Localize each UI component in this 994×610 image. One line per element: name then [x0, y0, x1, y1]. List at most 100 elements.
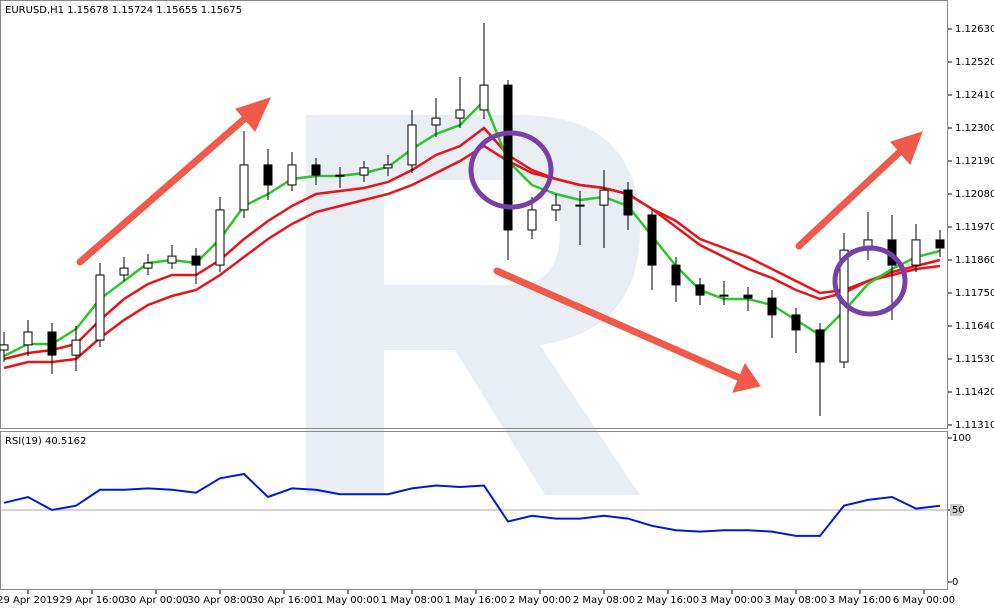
x-tick-label: 2 May 00:00	[509, 595, 571, 606]
arrow-head	[890, 131, 923, 165]
x-tick-label: 2 May 08:00	[573, 595, 635, 606]
candle-body	[479, 84, 489, 111]
candle-body	[0, 344, 9, 351]
candle-body	[239, 164, 249, 211]
x-tick-label: 2 May 16:00	[637, 595, 699, 606]
candle-body	[527, 209, 537, 231]
candle-body	[431, 117, 441, 126]
candle	[239, 131, 249, 218]
y-tick-label: 1.11420	[955, 387, 994, 398]
x-tick-label: 30 Apr 16:00	[251, 595, 316, 606]
candle	[647, 209, 657, 290]
candle	[119, 257, 129, 281]
x-tick-label: 6 May 00:00	[893, 595, 955, 606]
candle	[359, 161, 369, 182]
candle	[383, 155, 393, 176]
candle	[335, 167, 345, 188]
candle-body	[575, 204, 585, 207]
candle-body	[791, 314, 801, 331]
x-tick-label: 29 Apr 2019	[0, 595, 59, 606]
candle	[479, 23, 489, 119]
candle-body	[191, 255, 201, 266]
candle	[47, 323, 57, 374]
candle	[767, 290, 777, 338]
candle-body	[215, 209, 225, 266]
x-tick-label: 1 May 08:00	[381, 595, 443, 606]
candle	[95, 263, 105, 347]
candle-body	[95, 274, 105, 341]
x-tick-label: 30 Apr 08:00	[187, 595, 252, 606]
candle-body	[407, 124, 417, 166]
candle	[911, 224, 921, 272]
trend-arrows	[76, 97, 923, 393]
level-box	[950, 504, 962, 516]
circle	[832, 245, 908, 317]
candle-body	[719, 294, 729, 297]
candle	[143, 254, 153, 275]
candle	[695, 278, 705, 305]
candle-body	[671, 264, 681, 286]
candle-body	[455, 109, 465, 119]
y-tick-label: 1.12190	[955, 156, 994, 167]
x-tick-label: 1 May 00:00	[317, 595, 379, 606]
rsi-panel	[0, 431, 948, 590]
y-tick-label: 1.12630	[955, 24, 994, 35]
y-tick-label: 1.11750	[955, 288, 994, 299]
candle-body	[695, 284, 705, 296]
candle	[407, 110, 417, 173]
candle	[71, 326, 81, 371]
x-tick-label: 3 May 08:00	[765, 595, 827, 606]
candle	[191, 248, 201, 284]
arrow-head	[235, 97, 271, 132]
y-tick-label: 1.12080	[955, 189, 994, 200]
rsi-line	[3, 472, 941, 537]
candle	[815, 323, 825, 416]
moving-average	[3, 98, 941, 358]
chart-title: EURUSD,H1 1.15678 1.15724 1.15655 1.1567…	[5, 5, 242, 16]
candle-body	[743, 294, 753, 299]
candle-body	[119, 267, 129, 276]
candle-body	[359, 167, 369, 176]
y-tick-label: 1.12300	[955, 123, 994, 134]
candle	[671, 257, 681, 302]
candle	[791, 308, 801, 353]
y-tick-label: 0	[952, 577, 958, 588]
candle-body	[623, 189, 633, 216]
y-tick-label: 1.12410	[955, 90, 994, 101]
candle	[455, 77, 465, 128]
candle-body	[311, 164, 321, 176]
candle-body	[335, 174, 345, 177]
x-tick-label: 1 May 16:00	[445, 595, 507, 606]
arrow-down	[493, 267, 744, 382]
candle	[311, 158, 321, 185]
candle	[23, 320, 33, 356]
candle-body	[935, 239, 945, 249]
candle-body	[647, 214, 657, 266]
y-tick-label: 1.11640	[955, 321, 994, 332]
x-tick-label: 3 May 00:00	[701, 595, 763, 606]
highlight-circles	[468, 130, 908, 317]
candle-body	[911, 239, 921, 266]
candle	[575, 191, 585, 245]
candle-body	[767, 297, 777, 316]
candle	[599, 170, 609, 248]
y-tick-label: 100	[952, 433, 971, 444]
main-panel	[0, 0, 948, 429]
candle-body	[551, 204, 561, 211]
candle	[623, 182, 633, 230]
moving-average	[3, 126, 941, 361]
rsi-title: RSI(19) 40.5162	[5, 436, 86, 447]
candle-body	[23, 331, 33, 346]
candle-body	[383, 164, 393, 169]
candle	[263, 149, 273, 200]
arrow-up-1	[76, 110, 254, 266]
y-tick-label: 1.11860	[955, 255, 994, 266]
y-tick-label: 1.12520	[955, 57, 994, 68]
watermark-bowl	[384, 115, 640, 495]
candle	[287, 152, 297, 191]
candle	[743, 287, 753, 311]
y-tick-label: 50	[952, 505, 965, 516]
candle-body	[599, 189, 609, 206]
arrow-head	[732, 362, 761, 393]
